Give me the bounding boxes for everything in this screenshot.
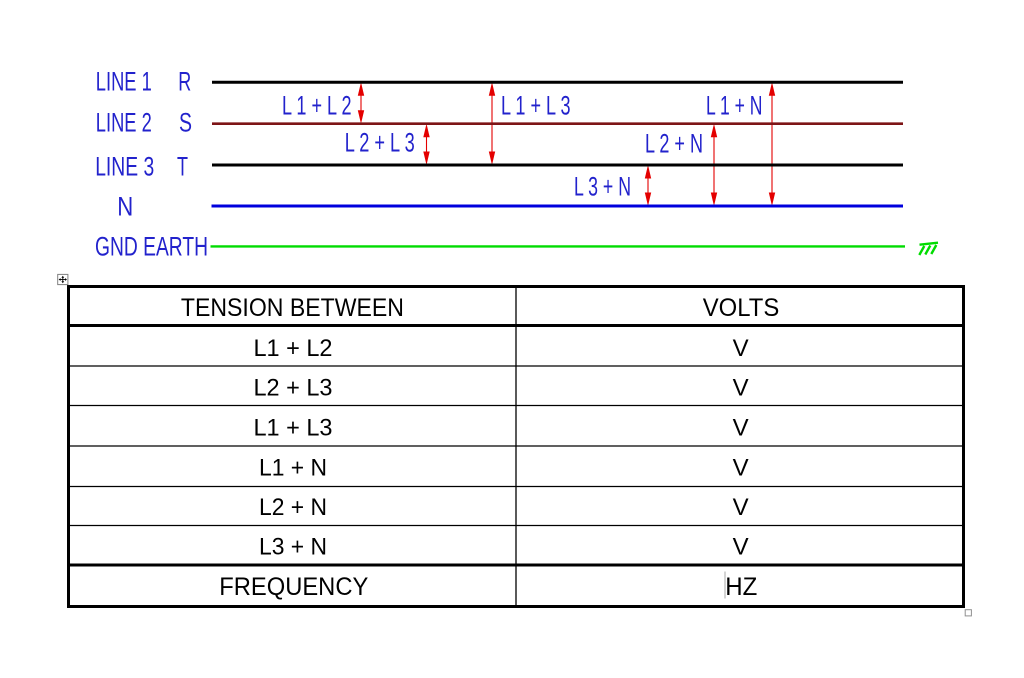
svg-text:N: N xyxy=(117,191,133,221)
svg-text:L1 + N: L1 + N xyxy=(259,454,327,481)
svg-text:L 1 + L 3: L 1 + L 3 xyxy=(501,91,571,121)
svg-text:GND EARTH: GND EARTH xyxy=(95,232,208,262)
svg-text:L 2 + L 3: L 2 + L 3 xyxy=(345,128,415,158)
svg-text:TENSION BETWEEN: TENSION BETWEEN xyxy=(181,294,404,322)
svg-text:L2 + L3: L2 + L3 xyxy=(254,374,333,401)
svg-text:L1 + L2: L1 + L2 xyxy=(254,335,333,362)
svg-text:V: V xyxy=(733,414,749,441)
svg-text:V: V xyxy=(733,374,749,401)
svg-text:L1 + L3: L1 + L3 xyxy=(254,414,333,441)
svg-text:V: V xyxy=(733,454,749,481)
svg-text:LINE 1: LINE 1 xyxy=(96,67,152,97)
svg-text:L 2 + N: L 2 + N xyxy=(645,129,703,159)
svg-text:S: S xyxy=(179,108,192,138)
svg-text:L 1 + L 2: L 1 + L 2 xyxy=(282,91,352,121)
svg-text:L2 + N: L2 + N xyxy=(259,494,327,521)
svg-text:LINE 3: LINE 3 xyxy=(95,152,154,182)
svg-text:LINE 2: LINE 2 xyxy=(96,108,152,138)
svg-text:V: V xyxy=(733,533,749,560)
svg-text:VOLTS: VOLTS xyxy=(703,294,780,322)
svg-text:HZ: HZ xyxy=(725,573,757,601)
svg-text:V: V xyxy=(733,335,749,362)
svg-text:L3 + N: L3 + N xyxy=(259,533,327,560)
svg-text:V: V xyxy=(733,494,749,521)
svg-text:FREQUENCY: FREQUENCY xyxy=(219,573,368,601)
svg-text:T: T xyxy=(177,152,188,182)
svg-text:L 1 + N: L 1 + N xyxy=(706,91,763,121)
svg-text:R: R xyxy=(178,67,191,97)
svg-text:L 3 + N: L 3 + N xyxy=(574,172,631,202)
